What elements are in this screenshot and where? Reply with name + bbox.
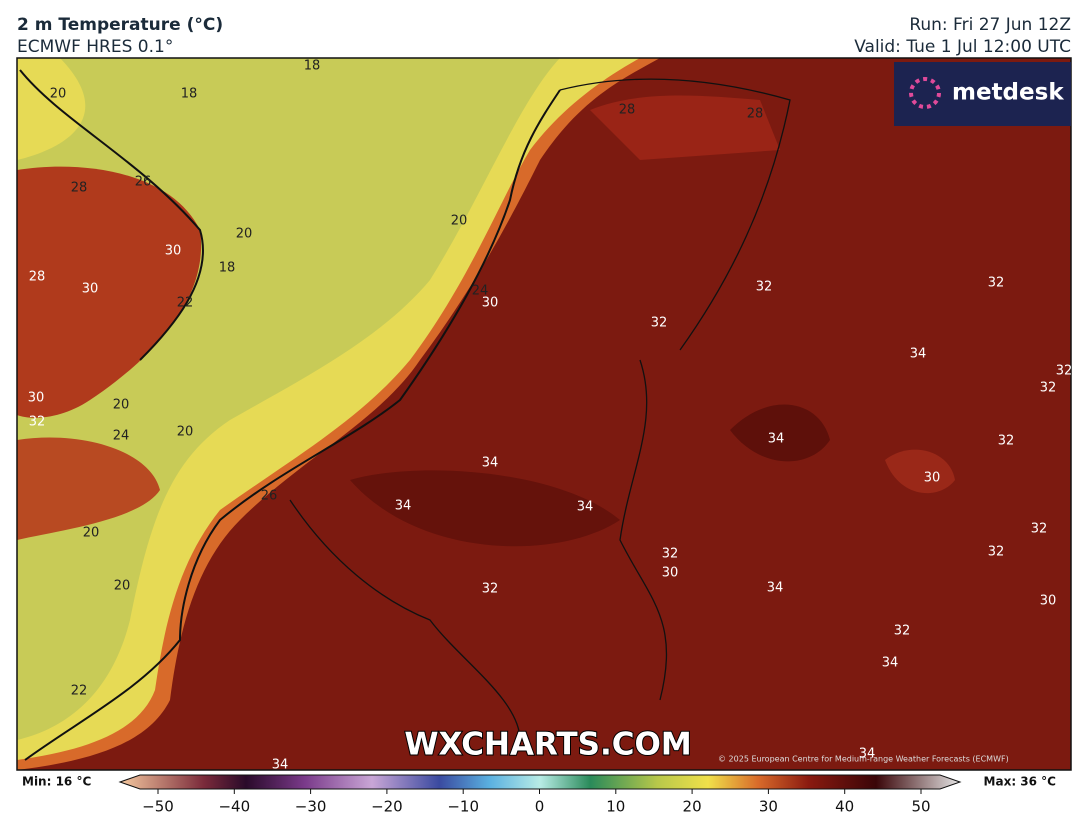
contour-label: 30 xyxy=(28,391,45,406)
contour-label: 32 xyxy=(662,547,679,562)
contour-label: 20 xyxy=(83,526,100,541)
contour-label: 28 xyxy=(747,107,764,122)
contour-label: 32 xyxy=(1040,381,1057,396)
colorbar-tick-label: −20 xyxy=(371,798,403,816)
copyright: © 2025 European Centre for Medium-range … xyxy=(718,755,1009,764)
colorbar-tick-label: −40 xyxy=(218,798,250,816)
colorbar-tick-label: −50 xyxy=(142,798,174,816)
contour-label: 32 xyxy=(482,582,499,597)
contour-label: 34 xyxy=(910,347,927,362)
contour-label: 28 xyxy=(619,103,636,118)
colorbar-tick-label: 30 xyxy=(759,798,778,816)
colorbar-tick-label: −10 xyxy=(447,798,479,816)
contour-label: 18 xyxy=(219,261,236,276)
contour-label: 32 xyxy=(988,545,1005,560)
contour-label: 24 xyxy=(113,429,130,444)
contour-label: 30 xyxy=(165,244,182,259)
contour-label: 32 xyxy=(1031,522,1048,537)
contour-label: 22 xyxy=(177,296,194,311)
colorbar: Min: 16 °C Max: 36 °C −50 −40 −30 −20 −10 0 10… xyxy=(22,774,1057,816)
max-label: Max: 36 °C xyxy=(984,775,1057,789)
min-label: Min: 16 °C xyxy=(22,775,91,789)
contour-label: 20 xyxy=(236,227,253,242)
contour-label: 20 xyxy=(114,579,131,594)
contour-label: 28 xyxy=(29,270,46,285)
colorbar-tick-label: 50 xyxy=(911,798,930,816)
logo: metdesk xyxy=(952,80,1064,106)
colorbar-bar xyxy=(118,774,962,790)
run: Run: Fri 27 Jun 12Z xyxy=(909,15,1071,35)
contour-label: 34 xyxy=(272,758,289,773)
contour-label: 20 xyxy=(451,214,468,229)
contour-label: 32 xyxy=(988,276,1005,291)
subtitle: ECMWF HRES 0.1° xyxy=(17,37,173,57)
contour-label: 32 xyxy=(894,624,911,639)
contour-label: 20 xyxy=(50,87,67,102)
colorbar-tick-label: −30 xyxy=(295,798,327,816)
contour-label: 32 xyxy=(998,434,1015,449)
contour-label: 30 xyxy=(482,296,499,311)
map: metdesk WXCHARTS.COM © 2025 European Cen… xyxy=(16,57,1073,773)
valid: Valid: Tue 1 Jul 12:00 UTC xyxy=(854,37,1071,57)
contour-label: 32 xyxy=(651,316,668,331)
contour-label: 30 xyxy=(924,471,941,486)
contour-label: 34 xyxy=(767,581,784,596)
colorbar-tick-label: 0 xyxy=(535,798,545,816)
contour-label: 32 xyxy=(29,415,46,430)
watermark: WXCHARTS.COM xyxy=(404,727,691,763)
contour-label: 26 xyxy=(135,175,152,190)
contour-label: 34 xyxy=(577,500,594,515)
contour-label: 24 xyxy=(472,284,489,299)
colorbar-tick-label: 20 xyxy=(683,798,702,816)
contour-label: 20 xyxy=(113,398,130,413)
contour-label: 32 xyxy=(1056,364,1073,379)
contour-label: 22 xyxy=(71,684,88,699)
contour-label: 28 xyxy=(71,181,88,196)
contour-label: 34 xyxy=(859,747,876,762)
contour-label: 20 xyxy=(177,425,194,440)
contour-label: 34 xyxy=(768,432,785,447)
contour-label: 18 xyxy=(304,59,321,74)
contour-label: 34 xyxy=(395,499,412,514)
contour-label: 34 xyxy=(882,656,899,671)
colorbar-tick-label: 40 xyxy=(835,798,854,816)
contour-label: 32 xyxy=(756,280,773,295)
contour-label: 30 xyxy=(82,282,99,297)
contour-label: 34 xyxy=(482,456,499,471)
contour-label: 26 xyxy=(261,489,278,504)
colorbar-tick-label: 10 xyxy=(606,798,625,816)
contour-label: 30 xyxy=(662,566,679,581)
contour-label: 30 xyxy=(1040,594,1057,609)
title: 2 m Temperature (°C) xyxy=(17,15,223,35)
contour-label: 18 xyxy=(181,87,198,102)
